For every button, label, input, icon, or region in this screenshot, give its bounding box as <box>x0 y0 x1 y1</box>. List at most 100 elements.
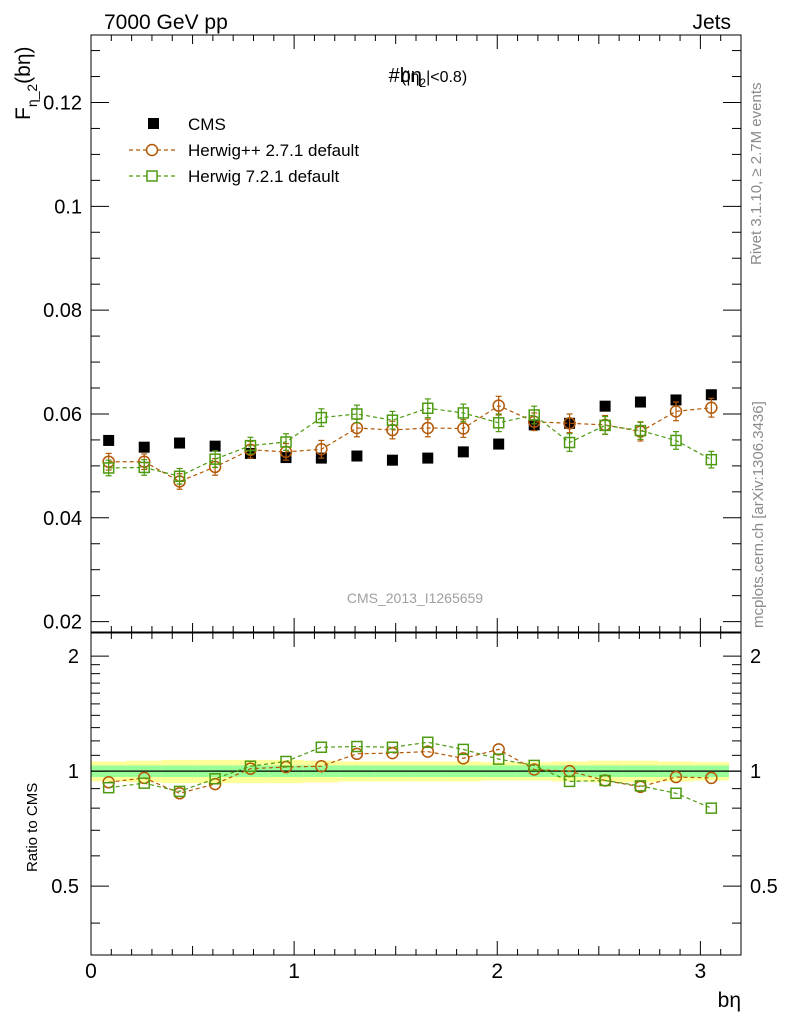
x-axis-label: bη <box>718 989 741 1012</box>
ratio-plot-area <box>90 632 742 956</box>
header-process-label: Jets <box>692 11 731 34</box>
data-point-herwigpp <box>492 399 505 412</box>
ratio-point-herwig7 <box>138 777 150 789</box>
legend-herwigpp-label: Herwig++ 2.7.1 default <box>188 141 359 160</box>
data-point-herwigpp <box>705 401 718 414</box>
ratio-y-tick-label-left: 1 <box>68 761 79 783</box>
ratio-y-axis-label: Ratio to CMS <box>24 783 41 872</box>
data-point-herwigpp <box>421 421 435 435</box>
mcplots-source-label: mcplots.cern.ch [arXiv:1306.3436] <box>750 401 767 628</box>
ratio-point-herwig7 <box>209 773 221 785</box>
legend-cms-marker <box>148 118 159 129</box>
ratio-y-tick-label-right: 0.5 <box>750 876 778 898</box>
ratio-y-tick-label-left: 2 <box>68 646 79 668</box>
ratio-panel: 0.5 0.5 1 1 2 2 0 1 2 3 Ratio to CMS bη <box>24 632 778 1012</box>
data-point-herwig7 <box>173 470 186 483</box>
ratio-frame <box>90 632 742 956</box>
data-point-herwig7 <box>563 436 576 449</box>
header-energy-label: 7000 GeV pp <box>104 11 228 34</box>
data-point-herwigpp <box>350 421 364 435</box>
main-y-tick-label: 0.08 <box>43 300 82 322</box>
data-point-herwig7 <box>528 409 540 421</box>
ratio-point-herwig7 <box>280 755 292 768</box>
ratio-point-herwig7 <box>102 781 115 794</box>
data-point-herwigpp <box>457 422 470 435</box>
data-point-cms <box>174 437 186 449</box>
legend: CMS Herwig++ 2.7.1 default Herwig 7.2.1 … <box>129 115 359 186</box>
main-y-axis-label-tail: (bη) <box>12 46 35 83</box>
ratio-point-herwig7 <box>244 760 257 772</box>
main-y-tick-labels: 0.02 0.04 0.06 0.08 0.1 0.12 <box>43 92 82 633</box>
ratio-point-herwigpp <box>350 747 364 761</box>
data-point-herwig7 <box>138 461 150 474</box>
plot-title-cut-open: (|η <box>401 69 419 86</box>
plot-title-cut: (|η2|<0.8) <box>401 69 467 90</box>
main-y-tick-label: 0.1 <box>54 196 82 218</box>
analysis-watermark: CMS_2013_I1265659 <box>347 590 483 606</box>
ratio-point-herwigpp <box>315 759 328 773</box>
series-line-herwig7 <box>108 407 712 477</box>
ratio-point-herwig7 <box>528 759 540 772</box>
data-point-cms <box>634 396 646 408</box>
x-tick-labels: 0 1 2 3 <box>85 960 706 983</box>
main-plot-area <box>90 34 742 633</box>
ratio-point-herwig7 <box>705 802 718 814</box>
ratio-point-herwig7 <box>386 741 399 753</box>
plot-title-main: #bη <box>389 65 422 87</box>
data-point-herwig7 <box>280 436 292 448</box>
main-y-axis-label-sub: η_2 <box>24 84 40 108</box>
data-point-cms <box>103 434 115 446</box>
data-point-herwig7 <box>102 462 115 474</box>
ratio-point-herwigpp <box>705 771 718 785</box>
data-point-herwig7 <box>244 439 257 452</box>
data-point-herwig7 <box>492 417 505 429</box>
ratio-point-herwigpp <box>492 743 505 756</box>
data-point-herwig7 <box>705 453 718 466</box>
data-point-herwig7 <box>634 424 647 437</box>
ratio-y-tick-labels: 0.5 0.5 1 1 2 2 <box>51 646 778 898</box>
ratio-point-herwig7 <box>315 741 328 753</box>
ratio-point-herwigpp <box>563 764 576 778</box>
main-y-tick-label: 0.04 <box>43 508 82 530</box>
rivet-version-label: Rivet 3.1.10, ≥ 2.7M events <box>748 83 765 266</box>
main-y-tick-label: 0.06 <box>43 404 82 426</box>
data-point-herwigpp <box>563 417 576 430</box>
data-point-herwig7 <box>351 408 363 420</box>
ratio-point-herwig7 <box>422 736 434 749</box>
main-y-axis-label: Fη_2(bη) <box>12 46 40 120</box>
x-tick-label: 1 <box>288 960 300 983</box>
data-point-cms <box>493 438 505 450</box>
x-tick-label: 3 <box>695 960 707 983</box>
ratio-point-herwig7 <box>634 780 647 792</box>
ratio-y-tick-label-right: 2 <box>750 646 761 668</box>
ratio-y-tick-label-left: 0.5 <box>51 876 79 898</box>
data-point-herwigpp <box>669 405 683 418</box>
legend-cms-label: CMS <box>188 115 226 134</box>
x-tick-label: 2 <box>491 960 503 983</box>
ratio-point-herwig7 <box>670 787 682 800</box>
main-y-tick-label: 0.12 <box>43 92 82 114</box>
x-tick-label: 0 <box>85 960 97 983</box>
data-point-herwig7 <box>386 414 399 426</box>
data-point-herwig7 <box>422 402 434 415</box>
ratio-point-herwigpp <box>669 770 683 784</box>
ratio-point-herwigpp <box>386 746 399 760</box>
ratio-point-herwig7 <box>173 785 186 798</box>
data-point-herwig7 <box>670 434 682 447</box>
data-point-herwig7 <box>599 419 611 432</box>
ratio-line-herwig7 <box>108 741 712 809</box>
data-point-herwig7 <box>209 453 221 465</box>
data-point-cms <box>209 440 221 452</box>
ratio-point-herwigpp <box>457 752 470 765</box>
legend-herwig7-marker <box>146 170 158 182</box>
plot-title-cut-close: |<0.8) <box>426 69 467 86</box>
ratio-point-herwig7 <box>563 775 576 788</box>
main-panel: 0.02 0.04 0.06 0.08 0.1 0.12 CMS_2013_I126565… <box>12 34 742 634</box>
data-point-cms <box>599 400 611 412</box>
ratio-point-herwig7 <box>492 753 505 765</box>
series-line-herwigpp <box>108 404 712 483</box>
plot-title: #bη <box>389 65 422 87</box>
ratio-point-herwig7 <box>599 774 611 787</box>
data-point-herwig7 <box>315 411 328 424</box>
data-point-cms <box>705 389 717 401</box>
